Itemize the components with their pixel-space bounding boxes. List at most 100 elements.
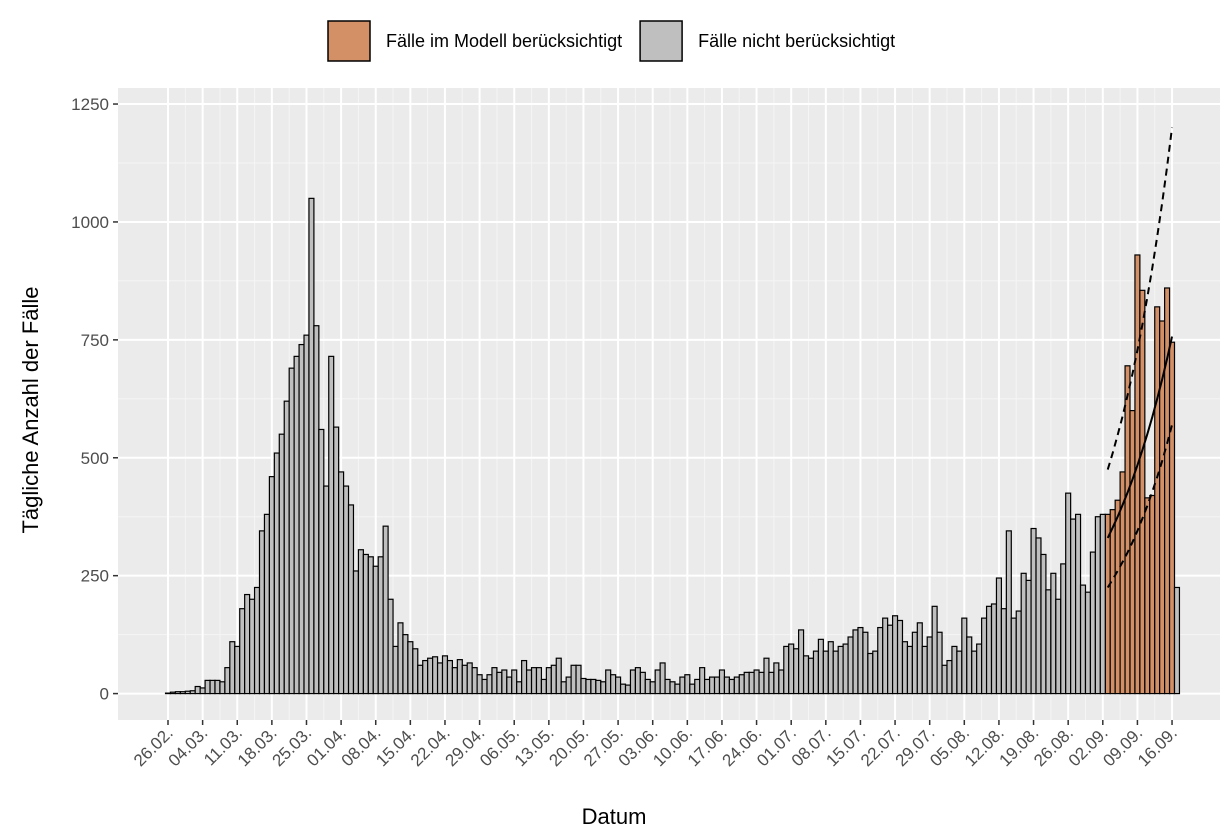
- bar: [491, 667, 498, 695]
- bar: [461, 664, 468, 695]
- bar: [639, 671, 646, 695]
- bar: [906, 645, 913, 695]
- bar: [328, 355, 335, 695]
- bar: [1139, 289, 1146, 695]
- bar: [590, 678, 597, 695]
- bar: [911, 631, 918, 695]
- bar: [1040, 553, 1047, 695]
- bar: [629, 669, 636, 695]
- bar: [1154, 306, 1161, 695]
- bar: [1035, 537, 1042, 695]
- y-tick-label: 250: [81, 567, 109, 586]
- bar: [352, 570, 360, 695]
- bar: [615, 676, 622, 695]
- bar: [471, 667, 478, 695]
- bar: [887, 624, 894, 695]
- bar: [1104, 513, 1111, 695]
- bar: [644, 678, 651, 695]
- bar: [234, 645, 241, 695]
- bar: [857, 626, 864, 695]
- bar: [837, 645, 844, 695]
- bar: [1084, 591, 1092, 695]
- bar: [926, 636, 933, 695]
- bar: [258, 530, 266, 695]
- bar: [1010, 617, 1017, 695]
- bar: [550, 664, 557, 695]
- bar: [476, 674, 483, 695]
- bar: [1055, 598, 1062, 695]
- bar: [1109, 509, 1116, 695]
- bar: [1114, 499, 1121, 695]
- bar: [342, 485, 350, 695]
- bar: [298, 343, 305, 695]
- bar: [293, 355, 300, 695]
- bar: [798, 629, 805, 695]
- bar: [436, 662, 444, 695]
- lines: [1106, 127, 1174, 588]
- bar: [392, 645, 399, 695]
- bar: [748, 671, 755, 695]
- bar: [323, 485, 330, 695]
- bar: [931, 605, 938, 695]
- bar: [525, 669, 533, 695]
- bar: [214, 679, 221, 695]
- bar: [278, 433, 285, 695]
- bar: [372, 565, 379, 695]
- bar: [679, 676, 686, 695]
- bar: [318, 428, 325, 695]
- bar: [778, 669, 785, 695]
- bar: [387, 598, 394, 695]
- bar: [179, 691, 186, 695]
- bar: [347, 504, 355, 695]
- bar: [1079, 584, 1087, 695]
- bar: [273, 452, 280, 695]
- bar: [867, 652, 874, 695]
- bar: [896, 619, 904, 695]
- bar: [634, 667, 641, 695]
- bar: [723, 676, 730, 695]
- bar: [407, 641, 414, 695]
- bar: [827, 641, 834, 695]
- bar: [194, 685, 201, 695]
- bar: [966, 636, 973, 695]
- bar: [511, 669, 518, 695]
- bar: [619, 683, 627, 695]
- bar: [303, 334, 310, 695]
- bar: [985, 605, 993, 695]
- bar: [1000, 608, 1007, 695]
- bar: [1149, 494, 1156, 695]
- bar: [981, 617, 988, 695]
- bar: [664, 678, 671, 695]
- bar: [219, 681, 226, 695]
- bar: [229, 641, 236, 695]
- bar: [1015, 610, 1022, 695]
- y-tick-label: 750: [81, 331, 109, 350]
- bar: [971, 650, 978, 695]
- bar: [580, 677, 587, 695]
- bar: [333, 426, 340, 695]
- bar: [1005, 530, 1012, 695]
- y-tick-label: 1250: [71, 95, 109, 114]
- bar: [249, 598, 256, 695]
- bar: [481, 678, 488, 695]
- bar: [545, 667, 552, 695]
- bar: [496, 671, 503, 695]
- bar: [204, 679, 211, 695]
- bar: [842, 643, 849, 695]
- bar: [788, 643, 795, 695]
- bar: [817, 638, 824, 695]
- bar: [486, 674, 493, 695]
- bar: [1168, 341, 1176, 695]
- bar: [728, 678, 735, 695]
- bar: [793, 648, 800, 695]
- bar: [1094, 516, 1101, 695]
- bar: [832, 650, 839, 695]
- bar: [1089, 551, 1096, 695]
- legend-swatch: [327, 20, 371, 62]
- bar: [1020, 572, 1027, 695]
- bar: [936, 631, 943, 695]
- bar: [718, 669, 726, 695]
- bar: [882, 617, 889, 695]
- bar: [288, 367, 295, 695]
